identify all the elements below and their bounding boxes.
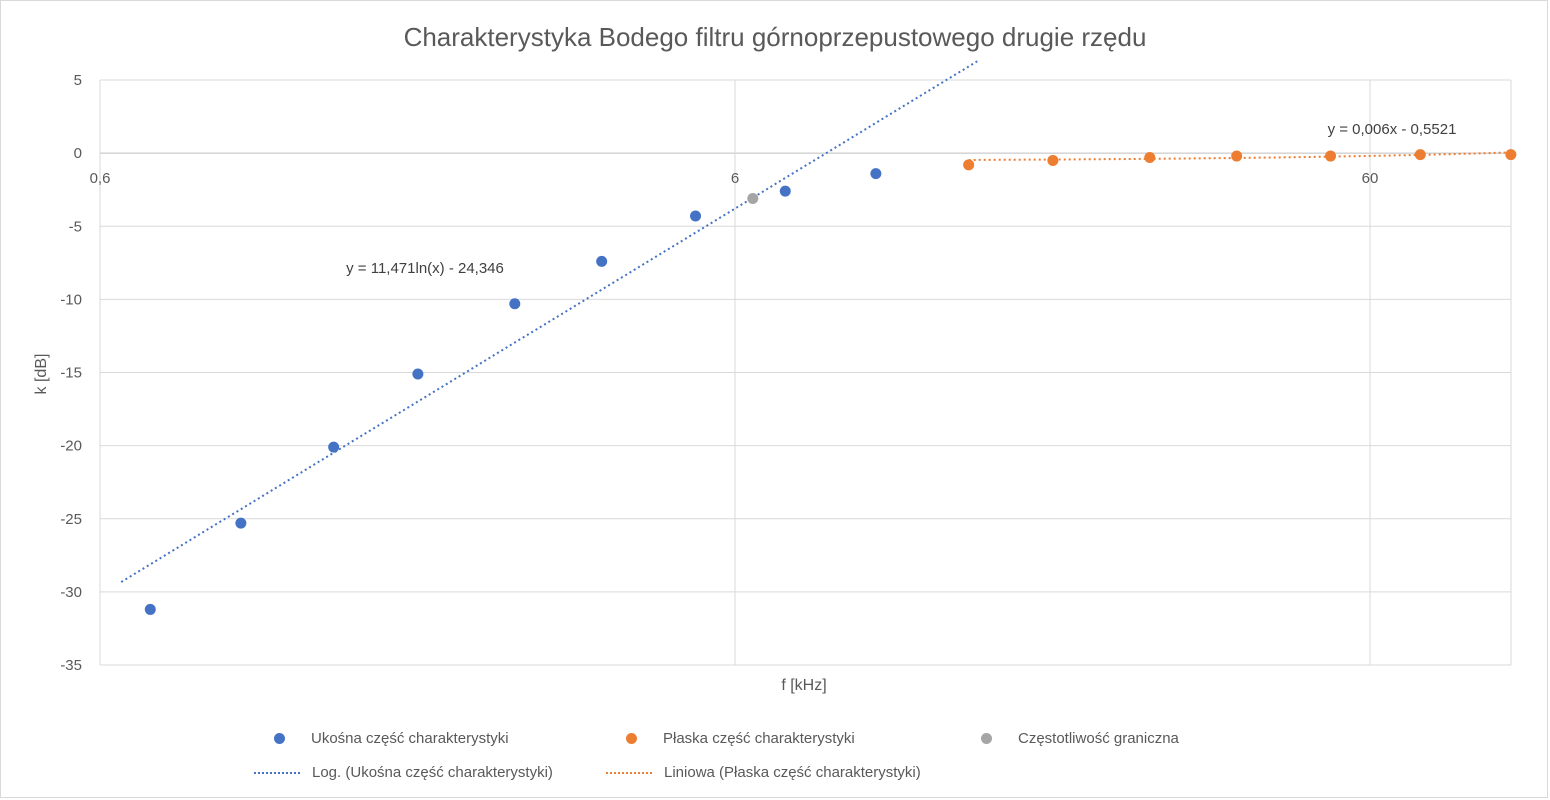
data-point-flat — [963, 159, 975, 171]
data-point-slope — [509, 298, 521, 310]
chart-title: Charakterystyka Bodego filtru górnoprzep… — [404, 22, 1147, 52]
data-point-slope — [412, 368, 424, 380]
data-point-slope — [779, 185, 791, 197]
y-axis-ticks: 5 0 -5 -10 -15 -20 -25 -30 -35 — [60, 72, 82, 674]
gridlines — [99, 79, 1512, 666]
y-tick-label: 5 — [74, 72, 82, 89]
trendline-equation-log: y = 11,471ln(x) - 24,346 — [346, 260, 504, 277]
y-tick-label: -25 — [60, 511, 82, 528]
data-points — [144, 149, 1517, 615]
y-tick-label: -5 — [69, 218, 82, 235]
data-point-slope — [144, 603, 156, 615]
trendline-equation-linear: y = 0,006x - 0,5521 — [1328, 121, 1457, 138]
legend-label-linear-trend: Liniowa (Płaska część charakterystyki) — [664, 764, 921, 781]
data-point-flat — [1144, 152, 1156, 164]
trendline-log — [120, 59, 979, 583]
legend: Ukośna część charakterystyki Płaska częś… — [0, 722, 1550, 792]
data-point-flat — [1505, 149, 1517, 161]
legend-marker-linear-trend — [606, 771, 652, 774]
y-tick-label: -20 — [60, 438, 82, 455]
legend-item-log-trend: Log. (Ukośna część charakterystyki) — [254, 764, 553, 781]
y-tick-label: -30 — [60, 584, 82, 601]
data-point-slope — [328, 441, 340, 453]
data-point-flat — [1414, 149, 1426, 161]
data-point-slope — [690, 210, 702, 222]
trendlines — [120, 59, 1511, 583]
legend-label-slope: Ukośna część charakterystyki — [311, 730, 509, 747]
y-axis-label: k [dB] — [33, 354, 50, 395]
x-axis-ticks: 0,6 6 60 — [90, 170, 1379, 187]
data-point-flat — [1231, 150, 1243, 162]
legend-marker-flat — [626, 733, 637, 744]
legend-label-log-trend: Log. (Ukośna część charakterystyki) — [312, 764, 553, 781]
legend-label-flat: Płaska część charakterystyki — [663, 730, 855, 747]
data-point-flat — [1325, 150, 1337, 162]
legend-item-slope: Ukośna część charakterystyki — [274, 730, 509, 747]
data-point-slope — [596, 255, 608, 267]
legend-marker-slope — [274, 733, 285, 744]
y-tick-label: -15 — [60, 365, 82, 382]
y-tick-label: -35 — [60, 657, 82, 674]
x-axis-label: f [kHz] — [781, 677, 826, 694]
data-point-slope — [235, 517, 247, 529]
legend-marker-log-trend — [254, 771, 300, 774]
legend-item-linear-trend: Liniowa (Płaska część charakterystyki) — [606, 764, 921, 781]
legend-item-cutoff: Częstotliwość graniczna — [981, 730, 1179, 747]
x-tick-label: 60 — [1362, 170, 1379, 187]
y-tick-label: 0 — [74, 145, 82, 162]
y-tick-label: -10 — [60, 291, 82, 308]
data-point-cutoff — [747, 192, 759, 204]
legend-item-flat: Płaska część charakterystyki — [626, 730, 855, 747]
x-tick-label: 6 — [731, 170, 739, 187]
legend-marker-cutoff — [981, 733, 992, 744]
legend-label-cutoff: Częstotliwość graniczna — [1018, 730, 1179, 747]
data-point-slope — [870, 168, 882, 180]
data-point-flat — [1047, 154, 1059, 166]
x-tick-label: 0,6 — [90, 170, 111, 187]
